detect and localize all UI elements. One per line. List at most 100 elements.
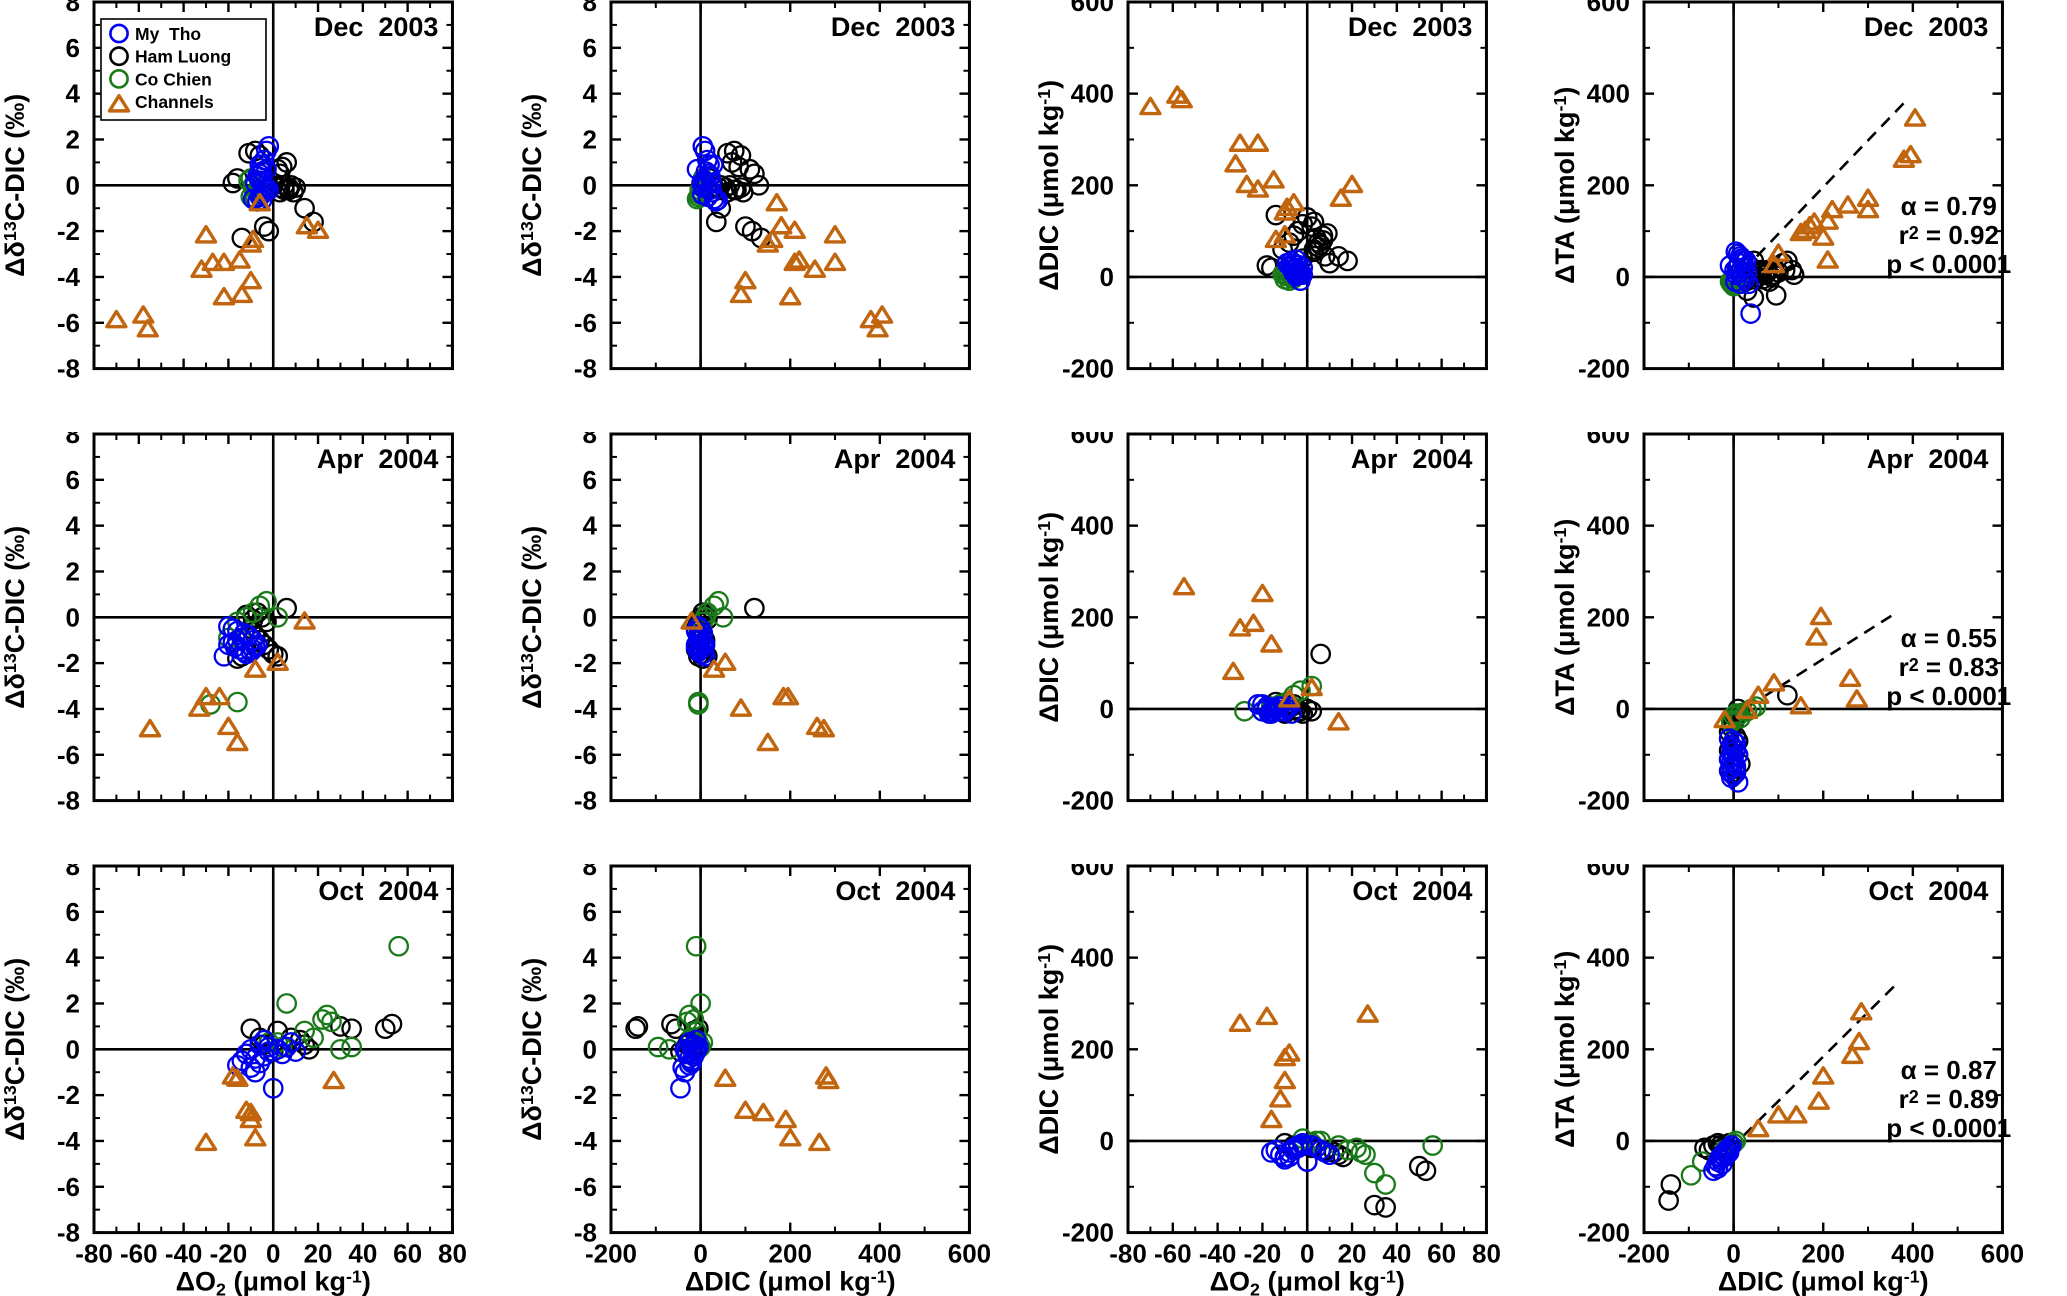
svg-text:ΔDIC (μmol kg-1): ΔDIC (μmol kg-1) bbox=[1718, 1267, 1929, 1296]
svg-text:0: 0 bbox=[66, 602, 80, 632]
svg-text:-2: -2 bbox=[57, 648, 80, 678]
svg-text:400: 400 bbox=[1070, 511, 1113, 541]
svg-text:0: 0 bbox=[266, 1239, 280, 1269]
svg-text:0: 0 bbox=[1616, 694, 1630, 724]
svg-text:Oct 2004: Oct 2004 bbox=[1352, 876, 1472, 906]
svg-text:400: 400 bbox=[1891, 1239, 1934, 1269]
svg-text:400: 400 bbox=[1587, 943, 1630, 973]
svg-text:-4: -4 bbox=[57, 262, 81, 292]
svg-text:600: 600 bbox=[1587, 432, 1630, 449]
svg-text:2: 2 bbox=[66, 988, 80, 1018]
svg-text:p < 0.0001: p < 0.0001 bbox=[1886, 681, 2011, 711]
svg-text:80: 80 bbox=[438, 1239, 467, 1269]
svg-text:-8: -8 bbox=[57, 1218, 80, 1248]
svg-text:My Tho: My Tho bbox=[135, 24, 201, 44]
svg-text:0: 0 bbox=[1099, 1126, 1113, 1156]
svg-text:-80: -80 bbox=[75, 1239, 113, 1269]
svg-text:-8: -8 bbox=[57, 786, 80, 816]
svg-text:0: 0 bbox=[66, 1034, 80, 1064]
svg-text:200: 200 bbox=[1587, 602, 1630, 632]
svg-text:Δδ13C-DIC (‰): Δδ13C-DIC (‰) bbox=[517, 958, 547, 1141]
svg-text:Dec 2003: Dec 2003 bbox=[314, 12, 439, 42]
svg-text:Co Chien: Co Chien bbox=[135, 69, 212, 89]
svg-text:Δδ13C-DIC (‰): Δδ13C-DIC (‰) bbox=[517, 94, 547, 277]
svg-text:200: 200 bbox=[1070, 602, 1113, 632]
svg-text:ΔDIC (μmol kg-1): ΔDIC (μmol kg-1) bbox=[1034, 944, 1064, 1155]
svg-text:-200: -200 bbox=[1578, 354, 1630, 384]
svg-text:Δδ13C-DIC (‰): Δδ13C-DIC (‰) bbox=[0, 958, 30, 1141]
svg-text:-4: -4 bbox=[574, 694, 598, 724]
svg-text:ΔTA (μmol kg-1): ΔTA (μmol kg-1) bbox=[1550, 951, 1580, 1148]
svg-text:8: 8 bbox=[66, 432, 80, 449]
svg-text:ΔO2 (μmol kg-1): ΔO2 (μmol kg-1) bbox=[1209, 1267, 1404, 1296]
svg-text:4: 4 bbox=[582, 511, 597, 541]
svg-text:0: 0 bbox=[1616, 1126, 1630, 1156]
svg-text:-8: -8 bbox=[574, 786, 597, 816]
svg-text:ΔTA (μmol kg-1): ΔTA (μmol kg-1) bbox=[1550, 87, 1580, 284]
svg-text:400: 400 bbox=[1070, 79, 1113, 109]
svg-text:200: 200 bbox=[768, 1239, 811, 1269]
svg-text:-80: -80 bbox=[1109, 1239, 1147, 1269]
svg-text:400: 400 bbox=[1587, 79, 1630, 109]
svg-text:-200: -200 bbox=[1061, 1218, 1113, 1248]
svg-text:600: 600 bbox=[1070, 864, 1113, 881]
svg-text:8: 8 bbox=[66, 864, 80, 881]
svg-text:-6: -6 bbox=[57, 740, 80, 770]
svg-text:Ham Luong: Ham Luong bbox=[135, 47, 231, 67]
svg-text:Dec 2003: Dec 2003 bbox=[1864, 12, 1989, 42]
svg-text:20: 20 bbox=[1337, 1239, 1366, 1269]
svg-text:-6: -6 bbox=[574, 1172, 597, 1202]
svg-text:-40: -40 bbox=[1198, 1239, 1236, 1269]
svg-text:α = 0.87: α = 0.87 bbox=[1901, 1055, 1997, 1085]
svg-text:-6: -6 bbox=[574, 308, 597, 338]
svg-text:Apr 2004: Apr 2004 bbox=[1867, 444, 1989, 474]
svg-text:p < 0.0001: p < 0.0001 bbox=[1886, 249, 2011, 279]
svg-text:-6: -6 bbox=[57, 1172, 80, 1202]
svg-text:2: 2 bbox=[66, 124, 80, 154]
svg-text:-4: -4 bbox=[574, 1126, 598, 1156]
svg-text:-8: -8 bbox=[574, 1218, 597, 1248]
svg-text:0: 0 bbox=[1727, 1239, 1741, 1269]
svg-text:-8: -8 bbox=[574, 354, 597, 384]
svg-text:0: 0 bbox=[1099, 694, 1113, 724]
svg-text:6: 6 bbox=[66, 465, 80, 495]
svg-text:0: 0 bbox=[582, 602, 596, 632]
svg-text:-4: -4 bbox=[57, 1126, 81, 1156]
svg-text:Apr 2004: Apr 2004 bbox=[317, 444, 439, 474]
svg-text:200: 200 bbox=[1070, 1034, 1113, 1064]
svg-text:60: 60 bbox=[1427, 1239, 1456, 1269]
svg-text:-6: -6 bbox=[57, 308, 80, 338]
svg-text:-200: -200 bbox=[1061, 786, 1113, 816]
svg-text:Apr 2004: Apr 2004 bbox=[834, 444, 956, 474]
svg-text:200: 200 bbox=[1587, 170, 1630, 200]
svg-text:8: 8 bbox=[582, 432, 596, 449]
svg-text:0: 0 bbox=[66, 170, 80, 200]
svg-text:2: 2 bbox=[582, 556, 596, 586]
svg-text:600: 600 bbox=[1587, 0, 1630, 17]
svg-text:4: 4 bbox=[66, 79, 81, 109]
svg-text:6: 6 bbox=[582, 897, 596, 927]
svg-text:Δδ13C-DIC (‰): Δδ13C-DIC (‰) bbox=[0, 526, 30, 709]
svg-text:2: 2 bbox=[582, 124, 596, 154]
svg-text:400: 400 bbox=[858, 1239, 901, 1269]
svg-text:200: 200 bbox=[1587, 1034, 1630, 1064]
svg-text:4: 4 bbox=[66, 511, 81, 541]
svg-text:4: 4 bbox=[582, 943, 597, 973]
svg-text:Oct 2004: Oct 2004 bbox=[318, 876, 438, 906]
svg-text:ΔTA (μmol kg-1): ΔTA (μmol kg-1) bbox=[1550, 519, 1580, 716]
svg-text:600: 600 bbox=[1981, 1239, 2024, 1269]
svg-text:Oct 2004: Oct 2004 bbox=[1869, 876, 1989, 906]
svg-text:0: 0 bbox=[693, 1239, 707, 1269]
svg-text:-6: -6 bbox=[574, 740, 597, 770]
svg-text:0: 0 bbox=[582, 1034, 596, 1064]
svg-text:400: 400 bbox=[1587, 511, 1630, 541]
svg-text:-2: -2 bbox=[57, 1080, 80, 1110]
svg-text:8: 8 bbox=[582, 0, 596, 17]
svg-text:6: 6 bbox=[582, 465, 596, 495]
svg-text:6: 6 bbox=[582, 33, 596, 63]
svg-text:-2: -2 bbox=[574, 216, 597, 246]
svg-text:-200: -200 bbox=[1578, 786, 1630, 816]
svg-text:600: 600 bbox=[948, 1239, 991, 1269]
svg-text:-40: -40 bbox=[165, 1239, 203, 1269]
svg-text:-60: -60 bbox=[1154, 1239, 1192, 1269]
